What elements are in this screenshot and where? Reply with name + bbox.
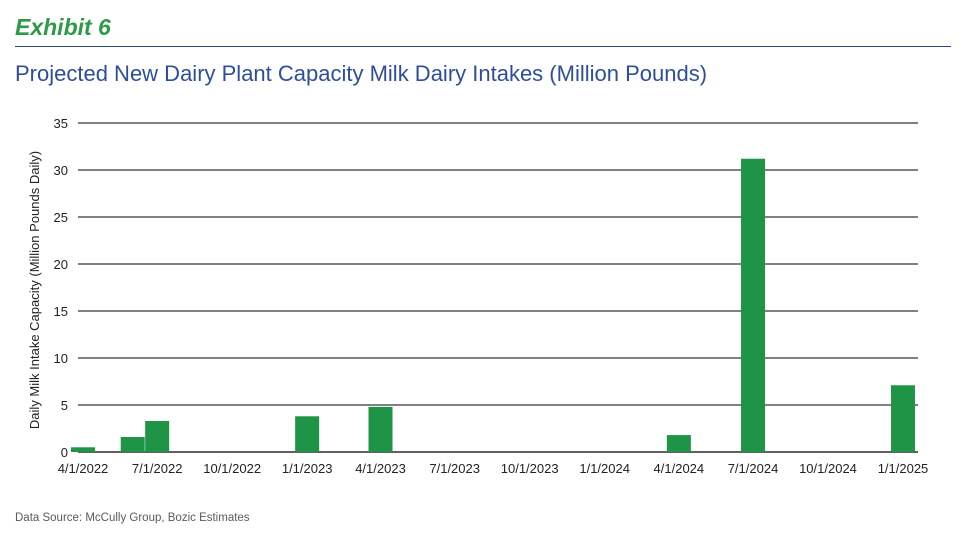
x-tick-label: 1/1/2024 — [579, 461, 630, 476]
bar-7-1-2024 — [741, 158, 766, 452]
chart-title: Projected New Dairy Plant Capacity Milk … — [15, 61, 708, 86]
gridlines — [78, 122, 918, 453]
x-tick-label: 1/1/2025 — [878, 461, 929, 476]
x-tick-labels: 4/1/2022 7/1/2022 10/1/2022 1/1/2023 4/1/202… — [58, 461, 929, 476]
exhibit-label: Exhibit 6 — [15, 14, 111, 40]
y-axis-label: Daily Milk Intake Capacity (Million Poun… — [27, 151, 42, 429]
x-tick-label: 10/1/2024 — [799, 461, 857, 476]
bar-4-1-2024 — [666, 435, 691, 452]
x-tick-label: 1/1/2023 — [282, 461, 333, 476]
y-tick-label: 25 — [54, 210, 68, 225]
header-divider — [15, 46, 951, 47]
x-tick-label: 7/1/2024 — [728, 461, 779, 476]
bar-7-1-2022 — [145, 420, 170, 452]
data-source: Data Source: McCully Group, Bozic Estima… — [15, 512, 250, 524]
x-tick-label: 7/1/2023 — [429, 461, 480, 476]
x-tick-label: 10/1/2022 — [203, 461, 261, 476]
x-tick-label: 7/1/2022 — [132, 461, 183, 476]
y-tick-label: 15 — [54, 304, 68, 319]
y-tick-label: 0 — [61, 445, 68, 460]
y-tick-label: 35 — [54, 116, 68, 131]
y-tick-label: 20 — [54, 257, 68, 272]
y-tick-label: 5 — [61, 398, 68, 413]
bar-4-1-2023 — [368, 406, 393, 452]
y-tick-labels: 0 5 10 15 20 25 30 35 — [54, 116, 68, 460]
bar-1-1-2023 — [295, 416, 320, 452]
bar-4-1-2022 — [71, 447, 95, 452]
x-tick-label: 4/1/2022 — [58, 461, 109, 476]
y-tick-label: 10 — [54, 351, 68, 366]
bars — [71, 158, 915, 452]
bar-1-1-2025 — [891, 385, 915, 452]
y-tick-label: 30 — [54, 163, 68, 178]
x-tick-label: 10/1/2023 — [501, 461, 559, 476]
x-tick-label: 4/1/2024 — [654, 461, 705, 476]
bar-6-1-2022 — [120, 436, 145, 452]
x-tick-label: 4/1/2023 — [355, 461, 406, 476]
